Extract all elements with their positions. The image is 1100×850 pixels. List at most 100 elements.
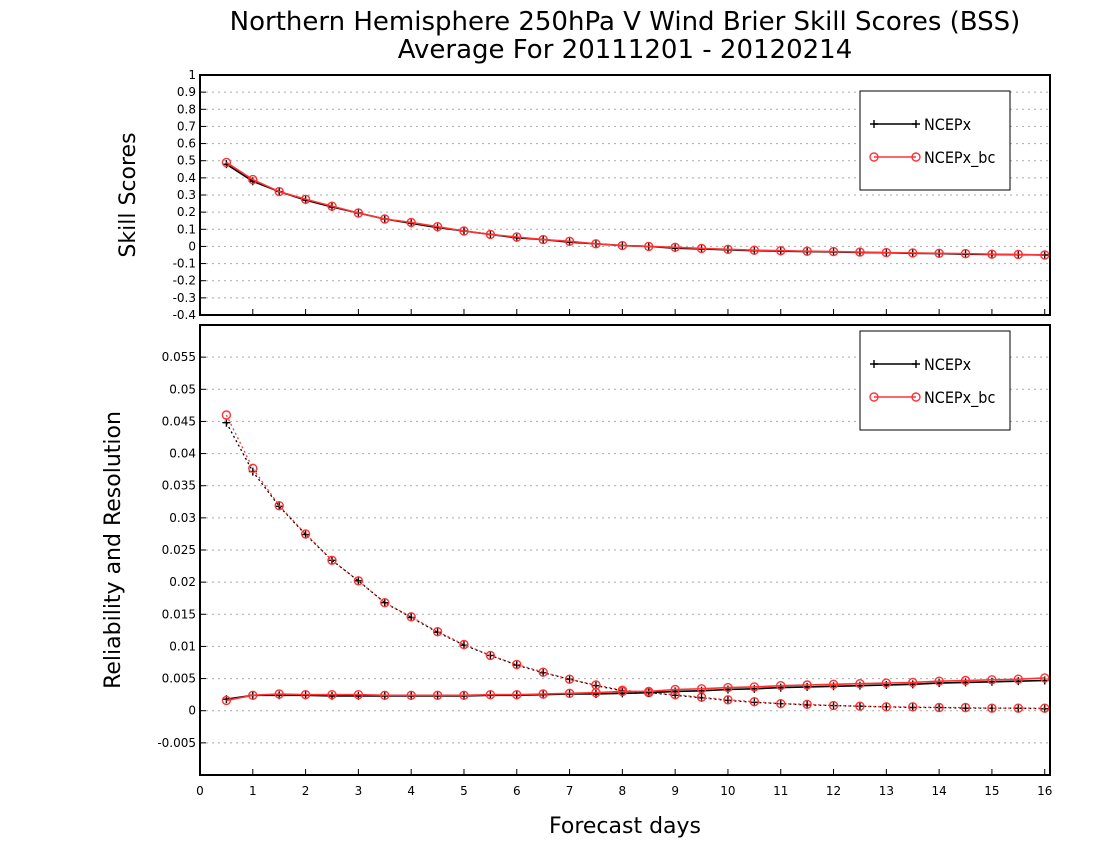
data-point-circle — [1013, 249, 1024, 260]
y-tick-label: 0.3 — [177, 188, 196, 202]
data-point-circle — [485, 229, 496, 240]
data-point-circle — [696, 243, 707, 254]
x-tick-label: 7 — [566, 784, 574, 798]
data-point-circle — [485, 689, 496, 700]
y-tick-label: 0.6 — [177, 137, 196, 151]
series-line-ncepx-resolution — [225, 422, 1045, 710]
data-point-circle — [564, 236, 575, 246]
data-point-circle — [1040, 250, 1050, 260]
data-point-circle — [432, 690, 443, 700]
y-axis-label: Reliability and Resolution — [101, 411, 126, 689]
data-point-circle — [855, 247, 865, 257]
data-point-circle — [987, 703, 997, 713]
plot-frame — [199, 324, 1051, 776]
data-point-plus — [565, 675, 574, 684]
y-tick-label: 0.005 — [162, 672, 196, 686]
data-point-circle — [960, 702, 971, 713]
data-point-circle — [1013, 703, 1024, 713]
y-tick-label: 0.1 — [177, 222, 196, 236]
plot-frame — [199, 74, 1051, 316]
data-point-circle — [591, 688, 601, 698]
data-point-circle — [459, 639, 469, 650]
data-point-plus — [222, 418, 231, 427]
data-point-circle — [274, 689, 284, 699]
data-point-circle — [300, 194, 311, 204]
data-point-circle — [406, 612, 416, 622]
y-tick-label: -0.1 — [173, 257, 196, 271]
legend-entry-label: NCEPx_bc — [924, 148, 995, 168]
data-point-circle — [300, 689, 311, 700]
legend-box — [859, 90, 1011, 191]
x-tick-label: 10 — [720, 784, 735, 798]
data-point-circle — [934, 702, 944, 713]
data-point-circle — [881, 247, 892, 258]
data-point-circle — [723, 695, 733, 705]
x-tick-label: 16 — [1037, 784, 1052, 798]
data-point-circle — [221, 410, 232, 420]
series-line-ncepx-bc-resolution — [225, 414, 1045, 709]
legend-marker-circle — [911, 392, 921, 402]
data-point-circle — [221, 157, 232, 168]
x-tick-label: 12 — [826, 784, 841, 798]
legend-marker-plus — [912, 360, 920, 368]
y-tick-label: 0.02 — [169, 575, 196, 589]
data-point-circle — [380, 690, 390, 700]
data-point-circle — [459, 226, 469, 236]
data-point-circle — [776, 698, 786, 709]
x-tick-label: 14 — [931, 784, 946, 798]
x-tick-label: 8 — [619, 784, 627, 798]
x-tick-label: 2 — [302, 784, 310, 798]
data-point-circle — [380, 598, 390, 608]
chart-title-line2: Average For 20111201 - 20120214 — [398, 35, 853, 65]
data-point-circle — [221, 695, 232, 706]
data-point-circle — [327, 689, 337, 700]
y-tick-label: 0.015 — [162, 607, 196, 621]
data-point-circle — [327, 555, 337, 565]
data-point-circle — [432, 222, 443, 232]
legend-box — [859, 330, 1011, 431]
y-tick-label: 0.5 — [177, 154, 196, 168]
y-tick-label: 0.025 — [162, 543, 196, 557]
data-point-circle — [776, 680, 786, 691]
data-point-circle — [327, 201, 337, 211]
x-tick-label: 11 — [773, 784, 788, 798]
data-point-plus — [486, 651, 495, 660]
data-point-circle — [802, 699, 812, 709]
data-point-circle — [987, 675, 997, 685]
legend-entry-label: NCEPx — [924, 355, 972, 374]
legend-marker-circle — [911, 152, 921, 162]
legend-marker-plus — [870, 360, 878, 368]
y-tick-label: -0.3 — [173, 291, 196, 305]
data-point-circle — [538, 234, 548, 245]
y-axis-label: Skill Scores — [116, 132, 141, 257]
data-point-circle — [274, 500, 284, 511]
data-point-circle — [248, 174, 258, 185]
legend-marker-circle — [869, 392, 879, 402]
data-point-circle — [353, 689, 364, 700]
data-point-circle — [881, 678, 892, 688]
data-point-circle — [987, 249, 997, 259]
data-point-circle — [248, 690, 258, 700]
data-point-circle — [908, 702, 918, 712]
data-point-circle — [749, 245, 760, 255]
x-tick-label: 1 — [249, 784, 257, 798]
y-tick-label: 0.055 — [162, 350, 196, 364]
y-tick-label: 0 — [188, 704, 196, 718]
data-point-circle — [802, 680, 812, 690]
y-tick-label: 0.035 — [162, 479, 196, 493]
data-point-circle — [1013, 674, 1024, 684]
x-axis-label: Forecast days — [549, 814, 701, 839]
data-point-circle — [960, 248, 971, 259]
y-tick-label: 0.01 — [169, 639, 196, 653]
data-point-circle — [432, 626, 443, 637]
x-tick-label: 3 — [355, 784, 363, 798]
data-point-circle — [274, 186, 284, 197]
data-point-circle — [908, 677, 918, 688]
legend-entry-label: NCEPx — [924, 115, 972, 134]
y-tick-label: 0.4 — [177, 171, 196, 185]
data-point-circle — [855, 679, 865, 689]
data-point-circle — [248, 463, 258, 474]
data-point-circle — [696, 684, 707, 694]
y-tick-label: -0.4 — [173, 308, 196, 322]
y-tick-label: -0.005 — [157, 736, 196, 750]
